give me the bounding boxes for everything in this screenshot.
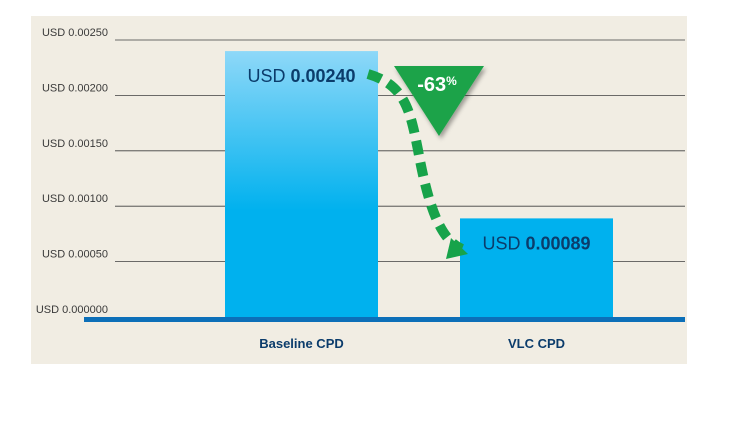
bar-vlc-cpd [460, 218, 613, 317]
arrow-head-icon [446, 238, 468, 259]
bar-baseline-cpd [225, 51, 378, 317]
y-tick-label: USD 0.00250 [42, 27, 108, 39]
percent-change-number: -63 [417, 74, 446, 96]
data-label: USD 0.00089 [482, 233, 590, 253]
percent-change-suffix: % [446, 74, 457, 88]
x-category-label: VLC CPD [508, 336, 565, 351]
percent-change-label: -63% [417, 74, 457, 96]
x-category-label: Baseline CPD [259, 336, 344, 351]
bars: USD 0.00240 USD 0.00089 [225, 51, 613, 317]
y-tick-label: USD 0.000000 [36, 304, 108, 316]
y-tick-label: USD 0.00100 [42, 193, 108, 205]
percent-change-badge: -63% [394, 66, 484, 136]
y-axis-ticks: USD 0.000000 USD 0.00050 USD 0.00100 USD 0.… [36, 27, 108, 316]
y-tick-label: USD 0.00150 [42, 138, 108, 150]
x-axis-baseline [84, 317, 685, 322]
data-label: USD 0.00240 [247, 66, 355, 86]
decrease-arrow [366, 69, 465, 254]
y-tick-label: USD 0.00050 [42, 249, 108, 261]
y-tick-label: USD 0.00200 [42, 82, 108, 94]
x-axis-categories: Baseline CPD VLC CPD [259, 336, 565, 351]
